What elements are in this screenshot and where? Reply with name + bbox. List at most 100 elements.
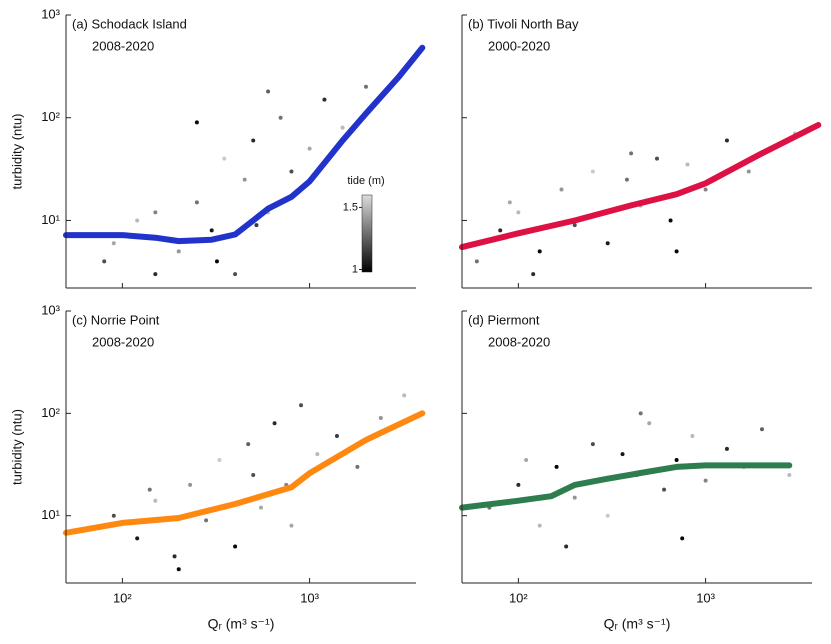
scatter-point	[703, 187, 708, 192]
scatter-point	[153, 210, 158, 215]
y-tick-label: 10¹	[41, 507, 60, 522]
scatter-point	[272, 421, 277, 426]
scatter-point	[188, 482, 193, 487]
scatter-point	[111, 241, 116, 246]
scatter-point	[668, 218, 673, 223]
scatter-point	[315, 452, 320, 457]
colorbar-tick-label: 1	[352, 263, 358, 275]
scatter-point	[624, 177, 629, 182]
panel-subtitle: 2008-2020	[92, 38, 154, 53]
scatter-point	[176, 567, 181, 572]
scatter-point	[217, 458, 222, 463]
scatter-point	[590, 169, 595, 174]
panel-title: (c) Norrie Point	[72, 312, 160, 327]
scatter-point	[153, 272, 158, 277]
scatter-point	[194, 200, 199, 205]
scatter-point	[746, 169, 751, 174]
y-tick-label: 10³	[41, 6, 60, 21]
x-axis-label: Qᵣ (m³ s⁻¹)	[208, 616, 275, 632]
scatter-point	[690, 434, 695, 439]
scatter-point	[251, 138, 256, 143]
scatter-point	[620, 452, 625, 457]
scatter-point	[289, 169, 294, 174]
panel-subtitle: 2008-2020	[488, 334, 550, 349]
scatter-point	[559, 187, 564, 192]
scatter-point	[363, 84, 368, 89]
scatter-point	[242, 177, 247, 182]
scatter-point	[507, 200, 512, 205]
scatter-point	[334, 434, 339, 439]
scatter-point	[674, 458, 679, 463]
trend-line	[63, 44, 426, 245]
scatter-point	[524, 458, 529, 463]
scatter-point	[572, 495, 577, 500]
scatter-point	[605, 513, 610, 518]
scatter-point	[474, 259, 479, 264]
scatter-point	[703, 478, 708, 483]
scatter-point	[147, 487, 152, 492]
y-tick-label: 10²	[41, 109, 60, 124]
trend-line	[459, 462, 793, 511]
scatter-point	[572, 223, 577, 228]
scatter-point	[516, 482, 521, 487]
scatter-point	[153, 498, 158, 503]
colorbar-tick-label: 1.5	[343, 201, 358, 213]
scatter-point	[340, 125, 345, 130]
trend-line	[63, 410, 426, 536]
scatter-point	[135, 536, 140, 541]
scatter-point	[724, 446, 729, 451]
scatter-point	[674, 249, 679, 254]
scatter-point	[662, 487, 667, 492]
scatter-point	[680, 536, 685, 541]
scatter-point	[266, 89, 271, 94]
panel-subtitle: 2000-2020	[488, 38, 550, 53]
scatter-point	[258, 505, 263, 510]
x-tick-label: 10²	[509, 590, 528, 605]
scatter-point	[531, 272, 536, 277]
scatter-point	[537, 523, 542, 528]
scatter-point	[564, 544, 569, 549]
colorbar	[361, 194, 373, 273]
scatter-point	[111, 513, 116, 518]
scatter-point	[638, 411, 643, 416]
scatter-point	[787, 472, 792, 477]
scatter-point	[246, 442, 251, 447]
scatter-point	[135, 218, 140, 223]
scatter-point	[629, 151, 634, 156]
scatter-point	[498, 228, 503, 233]
scatter-point	[289, 523, 294, 528]
panel-title: (d) Piermont	[468, 312, 540, 327]
scatter-point	[209, 228, 214, 233]
scatter-point	[537, 249, 542, 254]
scatter-point	[172, 554, 177, 559]
y-tick-label: 10²	[41, 405, 60, 420]
y-tick-label: 10³	[41, 302, 60, 317]
scatter-point	[233, 272, 238, 277]
x-tick-label: 10³	[696, 590, 715, 605]
colorbar-label: tide (m)	[347, 175, 384, 187]
scatter-point	[554, 464, 559, 469]
scatter-point	[307, 146, 312, 151]
scatter-point	[759, 427, 764, 432]
scatter-point	[251, 472, 256, 477]
x-axis-label: Qᵣ (m³ s⁻¹)	[604, 616, 671, 632]
panel-title: (a) Schodack Island	[72, 16, 187, 31]
scatter-point	[654, 156, 659, 161]
panel-subtitle: 2008-2020	[92, 334, 154, 349]
scatter-point	[516, 210, 521, 215]
scatter-point	[222, 156, 227, 161]
x-tick-label: 10²	[113, 590, 132, 605]
trend-line	[459, 122, 822, 251]
scatter-point	[299, 403, 304, 408]
scatter-point	[355, 464, 360, 469]
scatter-point	[214, 259, 219, 264]
panel-title: (b) Tivoli North Bay	[468, 16, 579, 31]
scatter-point	[254, 223, 259, 228]
scatter-point	[102, 259, 107, 264]
y-tick-label: 10¹	[41, 212, 60, 227]
scatter-point	[590, 442, 595, 447]
scatter-point	[378, 416, 383, 421]
scatter-point	[194, 120, 199, 125]
